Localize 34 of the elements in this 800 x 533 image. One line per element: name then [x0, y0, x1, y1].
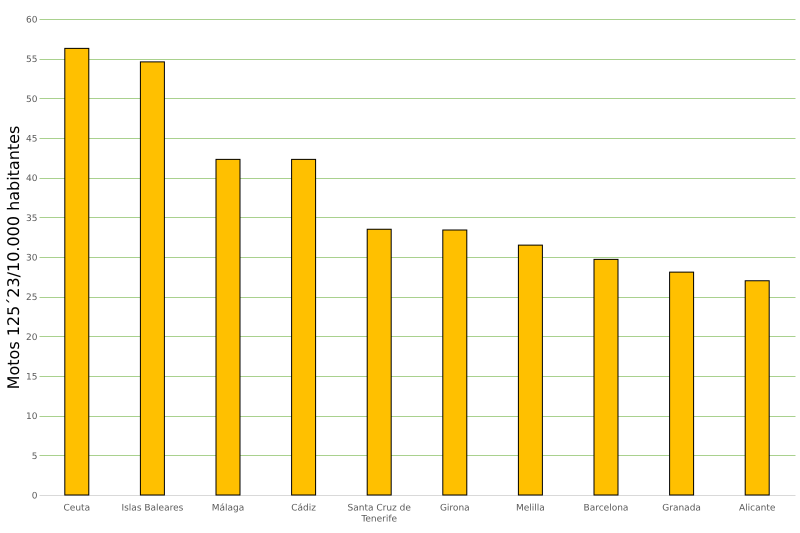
x-tick-label: Málaga [212, 502, 244, 514]
y-axis-title: Motos 125´23/10.000 habitantes [4, 126, 24, 390]
y-tick-label: 15 [26, 372, 38, 382]
y-tick-label: 25 [26, 293, 38, 304]
bar [216, 158, 240, 496]
y-tick-label: 35 [26, 214, 38, 224]
bar [442, 230, 468, 496]
x-tick-label: Granada [662, 504, 701, 514]
x-tick-label: Barcelona [584, 504, 628, 514]
y-tick-label: 10 [26, 412, 38, 422]
x-tick-label: Melilla [516, 504, 545, 514]
y-tick-label: 45 [26, 134, 38, 144]
x-tick-label: Santa Cruz de Tenerife [348, 504, 412, 524]
y-tick-label: 0 [32, 492, 38, 502]
bar [140, 61, 165, 496]
y-tick-label: 55 [26, 55, 38, 66]
bar [518, 244, 543, 496]
bar [366, 228, 392, 496]
x-tick-label: Alicante [738, 504, 776, 514]
bar [64, 48, 90, 496]
bar [744, 280, 770, 496]
x-tick-label: Cádiz [291, 502, 316, 514]
y-tick-label: 5 [32, 452, 38, 462]
y-tick-label: 50 [26, 94, 38, 105]
x-tick-label: Islas Baleares [121, 504, 184, 514]
bar [291, 158, 316, 496]
y-tick-label: 40 [26, 174, 38, 184]
y-tick-label: 20 [26, 332, 38, 343]
bar [594, 258, 618, 496]
y-tick-label: 30 [26, 254, 38, 264]
y-tick-label: 60 [26, 16, 38, 26]
x-tick-label: Girona [440, 504, 470, 514]
x-tick-label: Ceuta [64, 504, 90, 514]
bar [669, 272, 694, 496]
